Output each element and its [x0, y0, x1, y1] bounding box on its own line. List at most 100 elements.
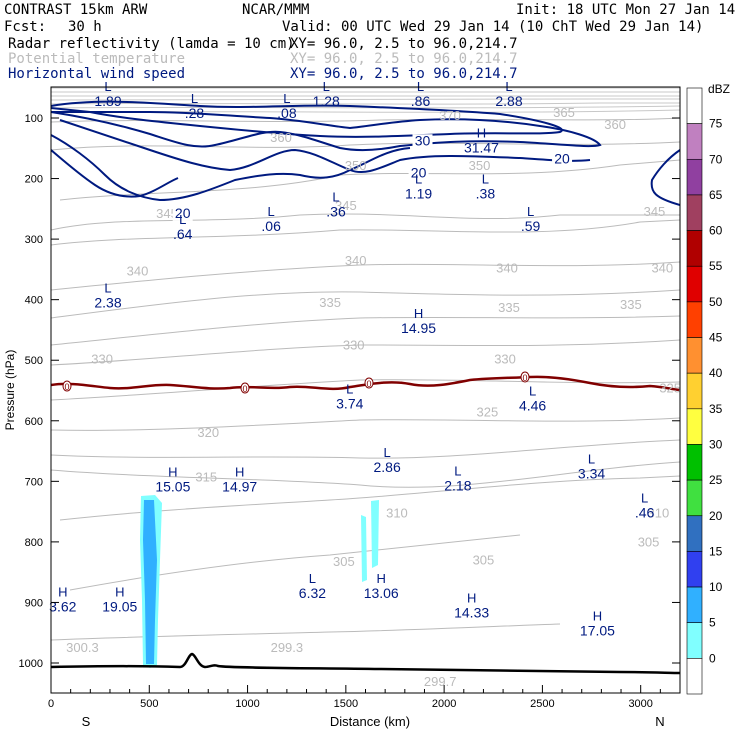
theta-labels: 360 360 365 370 350 350 345 345 345 340 340 340 340 3…	[66, 105, 681, 689]
extremum-kind: L	[454, 463, 461, 478]
extremum-value: .28	[185, 105, 205, 121]
colorbar-level-label: 20	[709, 509, 723, 523]
extremum-kind: L	[268, 204, 275, 219]
theta-label: 315	[195, 469, 217, 484]
theta-label: 365	[553, 105, 575, 120]
isotach-label-bg	[408, 166, 429, 181]
extremum-kind: L	[384, 445, 391, 460]
theta-label: 325	[477, 405, 499, 420]
y-tick-label: 700	[25, 476, 43, 488]
theta-label: 335	[319, 295, 341, 310]
extremum-value: 3.62	[49, 599, 76, 615]
colorbar-unit: dBZ	[708, 82, 730, 96]
extremum-kind: L	[505, 79, 512, 94]
colorbar-level-label: 55	[709, 259, 723, 273]
extremum-kind: H	[235, 465, 244, 480]
extremum-value: 14.95	[401, 320, 436, 336]
theta-label: 310	[386, 506, 408, 521]
y-tick-label: 1000	[19, 658, 43, 670]
wind-extrema-labels: L1.89 L.28L.08L1.28L.86L2.88H31.47L1.19L.…	[49, 79, 654, 639]
extremum-kind: H	[467, 591, 476, 606]
y-tick-label: 600	[25, 416, 43, 428]
y-tick-label: 300	[25, 234, 43, 246]
theta-label: 305	[638, 535, 660, 550]
extremum-value: 1.19	[405, 186, 432, 202]
extremum-value: .64	[173, 226, 193, 242]
colorbar-level-label: 30	[709, 437, 723, 451]
extremum-kind: L	[415, 172, 422, 187]
extremum-value: .46	[635, 505, 655, 521]
extremum-value: 15.05	[155, 479, 190, 495]
colorbar-level-label: 70	[709, 152, 723, 166]
init-time: Init: 18 UTC Mon 27 Jan 14	[516, 2, 735, 18]
extremum-value: .59	[521, 218, 541, 234]
extremum-value: 2.18	[444, 477, 471, 493]
theta-label: 310	[648, 506, 670, 521]
colorbar-level-label: 40	[709, 366, 723, 380]
extremum-kind: L	[346, 382, 353, 397]
reflectivity-cell-north-b	[371, 500, 379, 568]
field-theta-xy: XY= 96.0, 2.5 to 96.0,214.7	[290, 51, 518, 67]
extremum-value: 2.88	[495, 93, 522, 109]
isotach-label-bg	[552, 152, 573, 167]
extremum-kind: L	[309, 571, 316, 586]
colorbar-level-label: 25	[709, 473, 723, 487]
extremum-kind: L	[323, 79, 330, 94]
colorbar-swatch	[686, 123, 703, 160]
x-tick-label: 2500	[530, 698, 554, 710]
y-tick-label: 200	[25, 174, 43, 186]
extremum-kind: H	[377, 571, 386, 586]
extremum-value: .38	[476, 186, 496, 202]
model-title: CONTRAST 15km ARW	[4, 2, 148, 18]
extremum-value: .86	[411, 93, 431, 109]
colorbar-swatch	[686, 301, 703, 338]
extremum-value: .06	[261, 218, 281, 234]
extremum-kind: H	[115, 585, 124, 600]
extremum-value: 4.46	[519, 397, 546, 413]
extremum-value: 31.47	[464, 139, 499, 155]
colorbar-swatch	[686, 265, 703, 303]
x-tick-label: 2000	[432, 698, 456, 710]
extremum-kind: H	[477, 125, 486, 140]
colorbar-level-label: 50	[709, 295, 723, 309]
extremum-kind: L	[417, 79, 424, 94]
colorbar-swatch	[686, 87, 703, 124]
theta-label: 335	[620, 297, 642, 312]
extremum-value: 2.86	[373, 459, 400, 475]
colorbar-swatch	[686, 622, 703, 659]
extremum-kind: L	[104, 79, 111, 94]
theta-label: 330	[343, 337, 365, 352]
extremum-kind: H	[414, 306, 423, 321]
extremum-value: 14.33	[454, 605, 489, 621]
colorbar-level-label: 35	[709, 402, 723, 416]
colorbar-level-label: 65	[709, 188, 723, 202]
theta-label: 370	[439, 108, 461, 123]
x-tick-label: 3000	[628, 698, 652, 710]
colorbar-level-label: 60	[709, 224, 723, 238]
x-tick-label: 500	[140, 698, 158, 710]
terrain-line	[51, 652, 680, 675]
theta-label: 340	[651, 260, 673, 275]
theta-label: 360	[604, 117, 626, 132]
colorbar-level-label: 0	[709, 651, 716, 665]
theta-label: 300.3	[66, 640, 99, 655]
extremum-value: .36	[326, 204, 346, 220]
extremum-value: 19.05	[102, 599, 137, 615]
isotach-labels: 30 20 20 20	[172, 132, 573, 221]
colorbar-level-label: 15	[709, 544, 723, 558]
colorbar-swatch	[686, 444, 703, 481]
field-wind-xy: XY= 96.0, 2.5 to 96.0,214.7	[290, 66, 518, 82]
theta-label: 360	[270, 130, 292, 145]
plot-area	[51, 87, 680, 675]
theta-label: 330	[91, 351, 113, 366]
theta-label: 320	[197, 425, 219, 440]
x-tick-label: 1000	[235, 698, 259, 710]
colorbar-swatch	[686, 479, 703, 517]
wind-isotachs	[51, 100, 680, 206]
extremum-kind: L	[191, 91, 198, 106]
zero-dbz-marker-bg	[62, 380, 72, 392]
extremum-kind: H	[168, 465, 177, 480]
